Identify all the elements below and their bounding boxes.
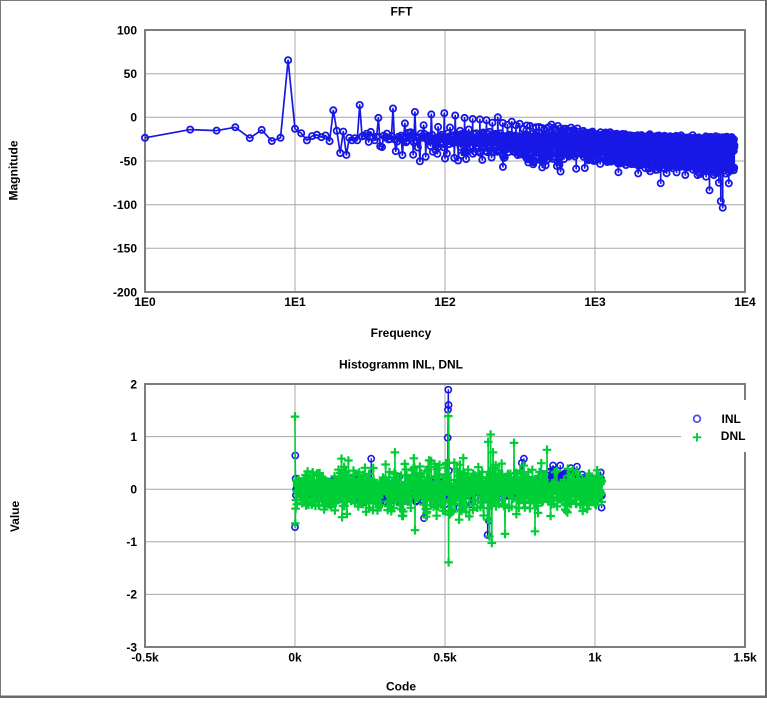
- svg-text:1E3: 1E3: [584, 295, 606, 309]
- svg-text:Value: Value: [8, 501, 22, 533]
- svg-text:1E1: 1E1: [284, 295, 306, 309]
- svg-text:0: 0: [130, 483, 137, 497]
- svg-text:0k: 0k: [288, 651, 302, 665]
- svg-text:-150: -150: [113, 242, 137, 256]
- svg-text:2: 2: [130, 377, 137, 391]
- svg-text:DNL: DNL: [721, 429, 746, 443]
- svg-text:FFT: FFT: [391, 5, 414, 19]
- svg-text:-50: -50: [120, 154, 138, 168]
- svg-text:-1: -1: [126, 535, 137, 549]
- svg-text:-2: -2: [126, 588, 137, 602]
- svg-text:50: 50: [124, 67, 138, 81]
- svg-text:INL: INL: [722, 412, 741, 426]
- svg-text:1E4: 1E4: [734, 295, 756, 309]
- svg-text:1E0: 1E0: [134, 295, 156, 309]
- svg-text:0.5k: 0.5k: [433, 651, 457, 665]
- svg-text:Histogramm INL, DNL: Histogramm INL, DNL: [339, 358, 463, 372]
- svg-text:0: 0: [130, 111, 137, 125]
- svg-text:-200: -200: [113, 285, 137, 299]
- svg-text:100: 100: [117, 23, 137, 37]
- svg-text:-100: -100: [113, 198, 137, 212]
- svg-text:Magnitude: Magnitude: [7, 140, 21, 200]
- svg-text:Frequency: Frequency: [371, 326, 432, 340]
- svg-text:1.5k: 1.5k: [733, 651, 757, 665]
- svg-text:1: 1: [130, 430, 137, 444]
- svg-text:-3: -3: [126, 640, 137, 654]
- svg-text:1E2: 1E2: [434, 295, 456, 309]
- svg-text:Code: Code: [386, 680, 416, 694]
- svg-text:1k: 1k: [588, 651, 602, 665]
- svg-text:-0.5k: -0.5k: [131, 651, 159, 665]
